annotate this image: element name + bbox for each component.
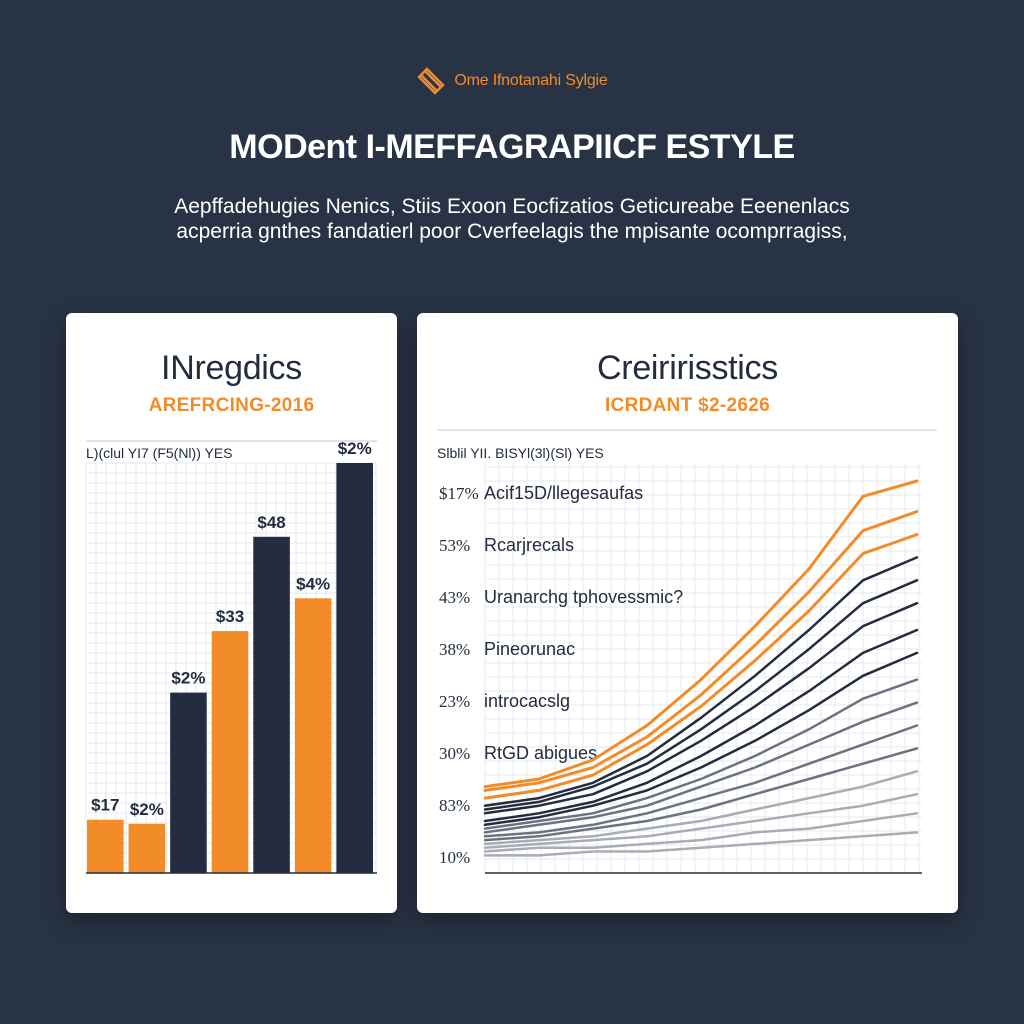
- bar-value-label: $33: [216, 607, 244, 626]
- page-title: MODent I-MEFFAGRAPIICF ESTYLE: [229, 128, 795, 166]
- bar-value-label: $2%: [171, 669, 205, 688]
- series-line: [483, 831, 919, 857]
- bar-chart-card: INregdics AREFRCING-2016 L)(clul YI7 (F5…: [66, 313, 397, 913]
- row-text-label: introcacslg: [484, 691, 570, 711]
- subtitle-line-1: Aepffadehugies Nenics, Stiis Exoon Eocfi…: [174, 195, 850, 218]
- line-series-group: [483, 479, 919, 857]
- series-line: [483, 556, 919, 807]
- bar: [87, 819, 124, 873]
- series-line: [483, 479, 919, 789]
- row-text-label: Acif15D/llegesaufas: [484, 483, 643, 503]
- row-percent-label: 30%: [439, 744, 470, 763]
- row-text-label: Pineorunac: [484, 639, 575, 659]
- series-line: [483, 628, 919, 823]
- row-percent-label: 43%: [439, 588, 470, 607]
- line-chart: Slblil YII. BISYl(3l)(Sl) YES $17% Acif15D…: [437, 429, 937, 874]
- bar: [211, 631, 249, 873]
- bar: [294, 598, 332, 873]
- bar-value-label: $2%: [338, 439, 372, 458]
- row-percent-label: 53%: [439, 536, 470, 555]
- bar: [336, 463, 373, 873]
- page-subtitle: Aepffadehugies Nenics, Stiis Exoon Eocfi…: [120, 194, 904, 244]
- line-chart-header-label: Slblil YII. BISYl(3l)(Sl) YES: [437, 445, 604, 461]
- series-line: [483, 510, 919, 792]
- line-chart-subtitle: ICRDANT $2-2626: [605, 395, 770, 416]
- series-line: [483, 678, 919, 830]
- brand-name: Ome Ifnotanahi Sylgie: [454, 72, 608, 89]
- row-text-label: Uranarchg tphovessmic?: [484, 587, 683, 607]
- bar-value-label: $17: [91, 796, 119, 815]
- series-line: [483, 601, 919, 815]
- series-line: [483, 651, 919, 827]
- series-line: [483, 792, 919, 849]
- bar-value-label: $2%: [130, 800, 164, 819]
- row-percent-label: 10%: [439, 848, 470, 867]
- bar-chart: L)(clul YI7 (F5(Nl)) YES $17 $2% $2% $33 $48 $…: [85, 439, 377, 874]
- bar-chart-header-label: L)(clul YI7 (F5(Nl)) YES: [86, 445, 233, 461]
- line-chart-card: Creiririsstics ICRDANT $2-2626 Slblil YI…: [417, 313, 958, 913]
- row-percent-label: 23%: [439, 692, 470, 711]
- series-line: [483, 747, 919, 842]
- subtitle-line-2: acperria gnthes fandatierl poor Cverfeel…: [176, 220, 848, 243]
- bar-value-label: $4%: [296, 574, 330, 593]
- row-percent-label: 38%: [439, 640, 470, 659]
- line-chart-title: Creiririsstics: [597, 349, 778, 387]
- series-line: [483, 701, 919, 834]
- series-line: [483, 724, 919, 838]
- stacked-chevron-logo-icon: [417, 67, 446, 95]
- row-text-label: Rcarjrecals: [484, 535, 574, 555]
- bar: [128, 823, 166, 873]
- row-percent-label: $17%: [439, 484, 479, 503]
- series-line: [483, 812, 919, 853]
- bar-value-label: $48: [257, 513, 285, 532]
- row-text-label: RtGD abigues: [484, 743, 597, 763]
- series-line: [483, 533, 919, 800]
- bar: [170, 692, 207, 873]
- bar: [253, 536, 290, 873]
- series-line: [483, 770, 919, 846]
- brand: Ome Ifnotanahi Sylgie: [0, 66, 1024, 96]
- bar-chart-subtitle: AREFRCING-2016: [148, 395, 315, 416]
- bar-chart-title: INregdics: [161, 349, 302, 387]
- series-line: [483, 579, 919, 811]
- row-percent-label: 83%: [439, 796, 470, 815]
